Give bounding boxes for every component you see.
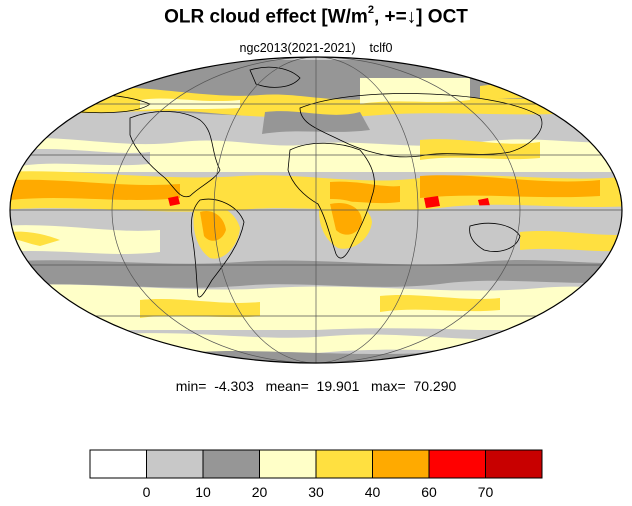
colorbar-swatch: [428, 449, 486, 479]
colorbar-swatch: [259, 449, 317, 479]
colorbar-tick-label: 30: [308, 484, 324, 500]
colorbar-tick-label: 20: [251, 484, 268, 500]
colorbar-tick-label: 70: [477, 484, 494, 500]
colorbar-tick-label: 60: [421, 484, 437, 500]
colorbar-swatch: [485, 449, 543, 479]
map-statistics: min= -4.303 mean= 19.901 max= 70.290: [175, 378, 457, 394]
colorbar-swatch: [315, 449, 373, 479]
colorbar-swatch: [202, 449, 260, 479]
map-title: OLR cloud effect [W/m2, +=↓] OCT: [164, 4, 468, 28]
colorbar-tick-label: 0: [142, 484, 151, 500]
colorbar-tick-label: 10: [195, 484, 211, 500]
colorbar-swatch: [89, 449, 147, 479]
colorbar-swatch: [146, 449, 204, 479]
colorbar: [89, 449, 543, 479]
map-subtitle: ngc2013(2021-2021) tclf0: [239, 41, 393, 55]
graticule: [10, 56, 622, 364]
colorbar-swatch: [372, 449, 430, 479]
map-border: [9, 56, 623, 364]
colorbar-tick-label: 40: [364, 484, 381, 500]
